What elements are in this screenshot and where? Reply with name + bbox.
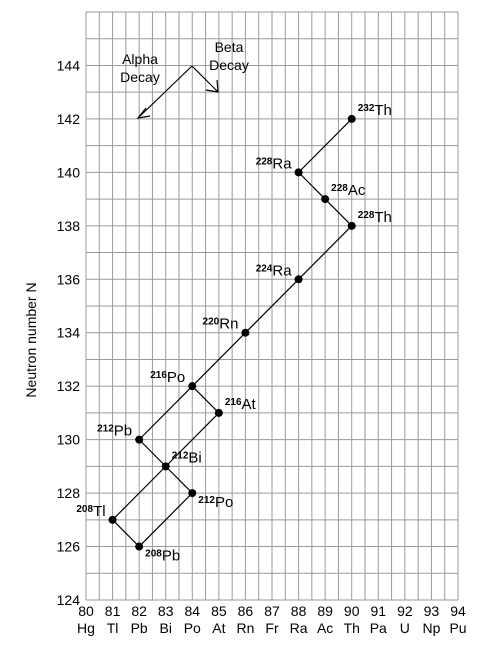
y-tick-label: 144 [57,57,81,73]
beta-decay-edge [112,519,140,547]
alpha-decay-edge [245,278,299,334]
alpha-decay-edge [138,492,193,547]
y-tick-label: 138 [57,218,81,234]
beta-decay-arrow [191,65,219,93]
x-tick-z-label: 83 [158,603,174,619]
y-tick-label: 126 [57,539,81,555]
x-tick-z-label: 94 [450,603,466,619]
y-tick-label: 134 [57,325,81,341]
x-tick-symbol-label: Bi [159,620,171,636]
x-tick-z-label: 84 [184,603,200,619]
nuclide-label-ac228: 228Ac [331,182,366,199]
nuclide-point-at216 [214,408,223,417]
x-tick-symbol-label: U [400,620,410,636]
nuclide-point-pb208 [135,542,144,551]
nuclide-point-ra224 [294,275,303,284]
nuclide-label-po212: 212Po [198,494,233,511]
x-tick-z-label: 88 [291,603,307,619]
x-tick-z-label: 89 [317,603,333,619]
x-tick-z-label: 92 [397,603,413,619]
x-tick-z-label: 87 [264,603,280,619]
x-tick-z-label: 93 [424,603,440,619]
nuclide-label-at216: 216At [225,396,257,413]
x-tick-z-label: 90 [344,603,360,619]
beta-decay-edge [191,385,220,414]
nuclide-point-tl208 [108,515,117,524]
x-tick-symbol-label: Th [344,620,360,636]
x-tick-symbol-label: Ac [317,620,333,636]
x-tick-z-label: 85 [211,603,227,619]
x-tick-symbol-label: Pa [370,620,387,636]
y-tick-label: 140 [57,164,81,180]
alpha-arrowhead-icon [136,107,151,119]
beta-label-line2: Decay [209,57,249,73]
x-tick-symbol-label: Pu [449,620,466,636]
alpha-decay-edge [165,412,220,467]
nuclide-point-th228 [347,221,356,230]
x-tick-symbol-label: Ra [290,620,308,636]
y-tick-label: 136 [57,271,81,287]
beta-decay-edge [324,198,353,227]
nuclide-label-th232: 232Th [358,102,392,119]
x-tick-symbol-label: Fr [265,620,279,636]
beta-arrowhead-icon [205,79,219,93]
nuclide-label-tl208: 208Tl [76,503,105,520]
nuclide-label-pb212: 212Pb [97,423,132,440]
x-tick-z-label: 82 [131,603,147,619]
beta-label-line1: Beta [215,39,244,55]
beta-decay-edge [298,171,326,200]
grid [85,11,459,601]
alpha-label-line1: Alpha [122,51,158,67]
alpha-label-line2: Decay [120,69,160,85]
nuclide-labels: 232Th 228Ra 228Ac 228Th 224Ra 220Rn 216Po 216At… [76,102,392,565]
x-tick-symbol-label: Hg [77,620,95,636]
nuclide-point-bi212 [161,462,170,471]
beta-decay-edge [165,465,193,494]
x-tick-z-label: 86 [238,603,254,619]
x-tick-z-label: 80 [78,603,94,619]
y-tick-label: 130 [57,432,81,448]
y-axis-label: Neutron number N [23,282,39,397]
alpha-decay-edge [138,385,193,441]
nuclide-points [108,114,356,551]
nuclide-label-po216: 216Po [150,369,185,386]
nuclide-point-ra228 [294,168,303,177]
y-tick-label: 124 [57,592,81,608]
y-tick-label: 128 [57,485,81,501]
decay-legend: Alpha Decay Beta Decay [120,39,249,119]
alpha-decay-edge [298,118,353,173]
nuclide-point-pb212 [135,435,144,444]
x-tick-symbol-label: Rn [236,620,254,636]
nuclide-label-th228: 228Th [358,209,392,226]
nuclide-point-po216 [188,382,197,391]
y-tick-label: 142 [57,111,81,127]
x-tick-z-label: 91 [370,603,386,619]
x-tick-symbol-label: Po [184,620,201,636]
nuclide-label-rn220: 220Rn [203,316,239,333]
beta-decay-edge [138,439,167,467]
alpha-decay-edge [112,465,167,521]
decay-transitions [112,118,353,547]
alpha-decay-edge [191,332,246,387]
nuclide-point-po212 [188,489,197,498]
nuclide-point-rn220 [241,328,250,337]
x-tick-symbol-label: Np [422,620,440,636]
x-tick-symbol-label: Pb [131,620,148,636]
y-tick-label: 132 [57,378,81,394]
alpha-decay-arrow [137,65,193,119]
nuclide-point-th232 [347,114,356,123]
x-tick-z-label: 81 [105,603,121,619]
x-tick-symbol-label: Tl [107,620,119,636]
y-axis-ticks: 124 126 128 130 132 134 136 138 140 142 144 [57,57,81,608]
nuclide-label-pb208: 208Pb [145,548,180,565]
nuclide-label-bi212: 212Bi [172,449,202,466]
x-tick-symbol-label: At [212,620,225,636]
nuclide-point-ac228 [321,195,330,204]
nuclide-label-ra224: 224Ra [256,262,293,279]
alpha-decay-edge [298,225,353,280]
nuclide-label-ra228: 228Ra [256,155,293,172]
